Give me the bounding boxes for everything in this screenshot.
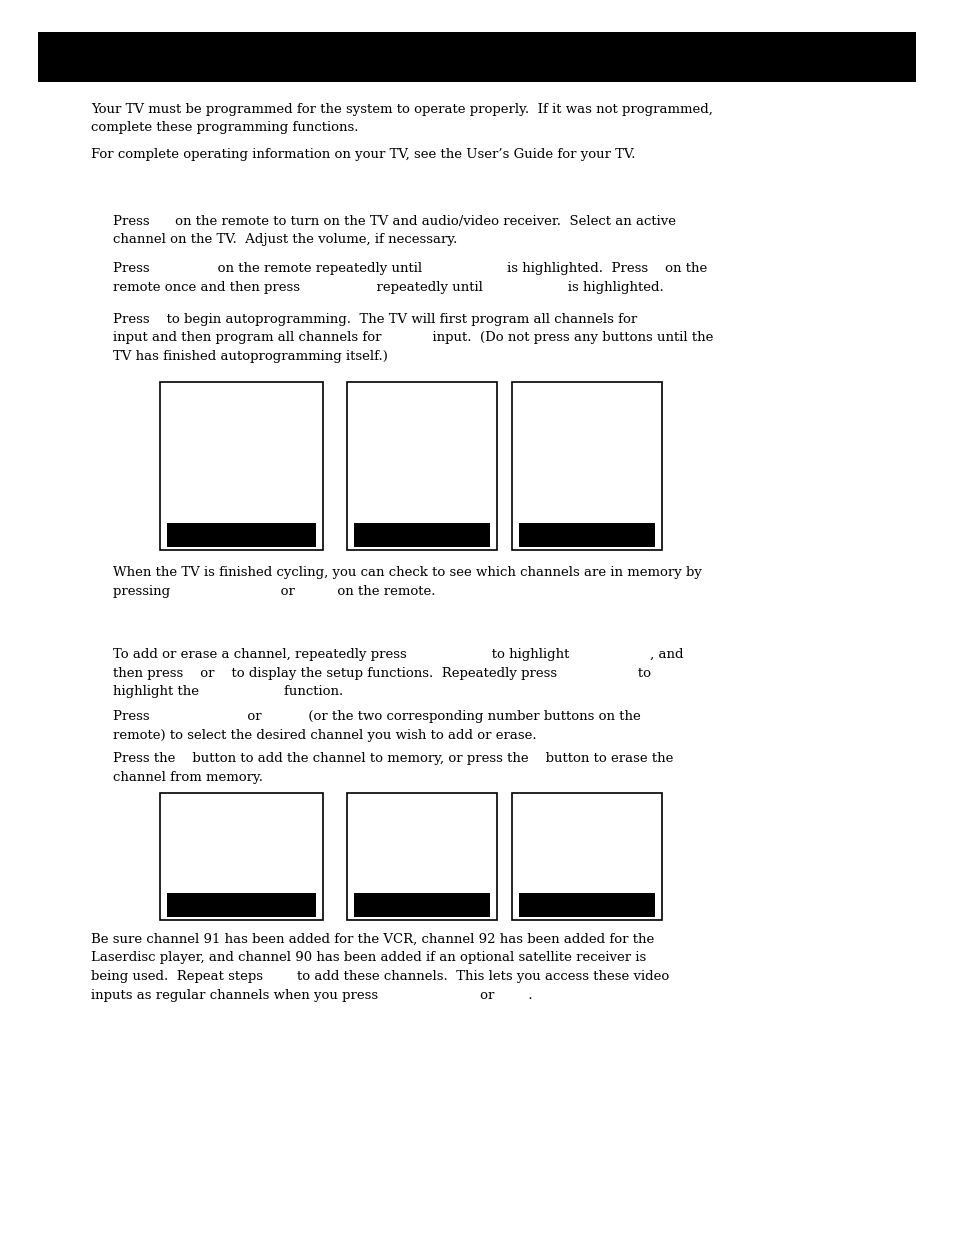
Bar [512,793,661,920]
Bar [38,32,915,82]
Bar [347,382,497,550]
Text: Press                       or           (or the two corresponding number button: Press or (or the two corresponding numbe… [112,710,640,741]
Text: Your TV must be programmed for the system to operate properly.  If it was not pr: Your TV must be programmed for the syste… [91,103,712,135]
Bar [354,893,490,918]
Text: Press                on the remote repeatedly until                    is highli: Press on the remote repeatedly until is … [112,262,706,294]
Text: For complete operating information on your TV, see the User’s Guide for your TV.: For complete operating information on yo… [91,148,635,161]
Text: Be sure channel 91 has been added for the VCR, channel 92 has been added for the: Be sure channel 91 has been added for th… [91,932,669,1002]
Text: Press    to begin autoprogramming.  The TV will first program all channels for
i: Press to begin autoprogramming. The TV w… [112,312,713,363]
Bar [160,793,323,920]
Bar [160,382,323,550]
Text: Press      on the remote to turn on the TV and audio/video receiver.  Select an : Press on the remote to turn on the TV an… [112,215,676,247]
Text: When the TV is finished cycling, you can check to see which channels are in memo: When the TV is finished cycling, you can… [112,566,701,598]
Bar [518,893,655,918]
Bar [167,893,315,918]
Text: Press the    button to add the channel to memory, or press the    button to eras: Press the button to add the channel to m… [112,752,673,783]
Text: To add or erase a channel, repeatedly press                    to highlight     : To add or erase a channel, repeatedly pr… [112,648,682,698]
Bar [518,522,655,547]
Bar [354,522,490,547]
Bar [512,382,661,550]
Bar [167,522,315,547]
Bar [347,793,497,920]
